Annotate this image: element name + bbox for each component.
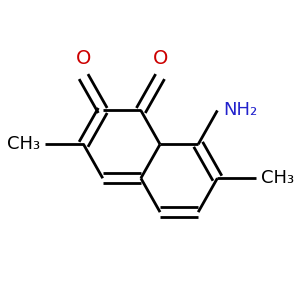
Text: CH₃: CH₃ <box>261 169 294 187</box>
Text: O: O <box>76 49 91 68</box>
Text: O: O <box>152 49 168 68</box>
Text: NH₂: NH₂ <box>223 101 257 119</box>
Text: CH₃: CH₃ <box>7 135 40 153</box>
